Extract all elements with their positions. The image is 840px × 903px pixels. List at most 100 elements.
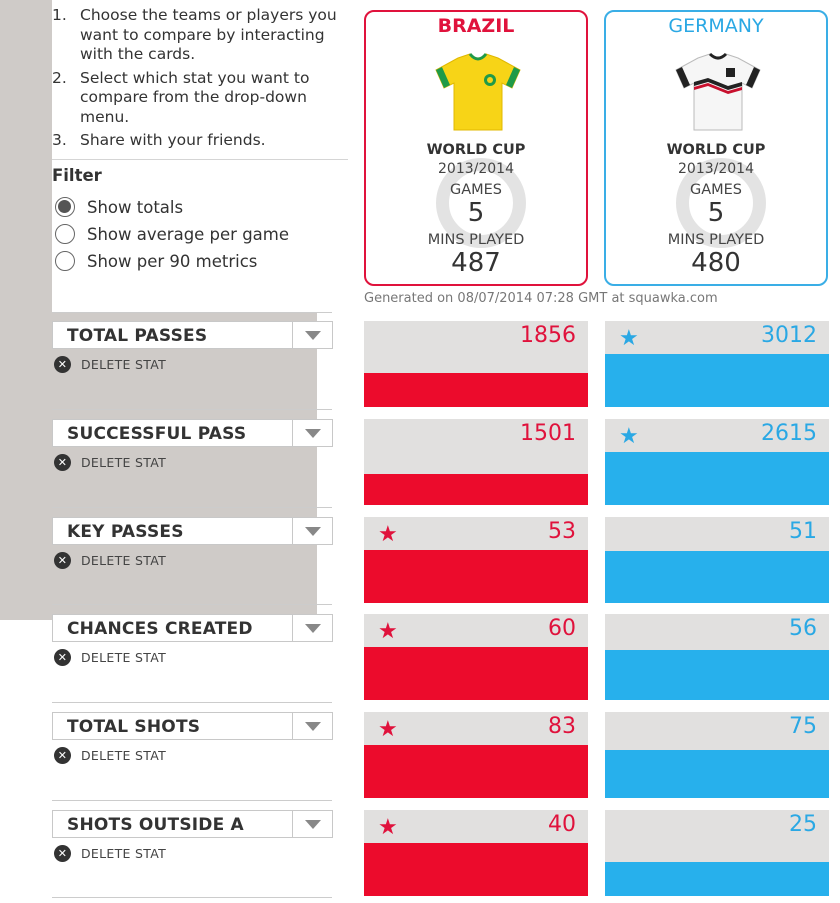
instruction-number: 3.: [52, 131, 67, 149]
delete-stat-button[interactable]: ✕ DELETE STAT: [54, 845, 166, 862]
brazil-stat-value: 60: [548, 616, 576, 641]
delete-stat-button[interactable]: ✕ DELETE STAT: [54, 552, 166, 569]
games-value: 5: [707, 198, 725, 228]
stat-select[interactable]: SUCCESSFUL PASS: [52, 419, 333, 447]
left-gray-strip: [0, 0, 52, 620]
team-name: BRAZIL: [437, 15, 515, 37]
row-divider: [52, 312, 332, 313]
season: 2013/2014: [678, 161, 754, 177]
competition: WORLD CUP: [426, 142, 526, 158]
brazil-stat-bar: ★ 60: [364, 614, 588, 700]
instruction-number: 1.: [52, 6, 67, 24]
filter-option-per90[interactable]: Show per 90 metrics: [55, 251, 257, 271]
delete-stat-button[interactable]: ✕ DELETE STAT: [54, 356, 166, 373]
chevron-down-icon[interactable]: [292, 420, 332, 446]
team-name: GERMANY: [668, 15, 764, 37]
team-card-germany[interactable]: GERMANY WORLD CUP 2013/2014 GAMES 5 MINS…: [604, 10, 828, 286]
mins-value: 487: [451, 248, 501, 278]
germany-bar-fill: [605, 353, 829, 407]
radio-per90[interactable]: [55, 251, 75, 271]
brazil-stat-bar: ★ 40: [364, 810, 588, 896]
mins-value: 480: [691, 248, 741, 278]
chevron-down-icon[interactable]: [292, 615, 332, 641]
delete-stat-label: DELETE STAT: [81, 748, 167, 763]
filter-title: Filter: [52, 166, 102, 185]
stat-select[interactable]: TOTAL PASSES: [52, 321, 333, 349]
filter-option-totals[interactable]: Show totals: [55, 197, 183, 217]
delete-stat-label: DELETE STAT: [81, 455, 167, 470]
delete-stat-button[interactable]: ✕ DELETE STAT: [54, 454, 166, 471]
stat-select-value: SHOTS OUTSIDE A: [67, 815, 244, 835]
stat-select[interactable]: KEY PASSES: [52, 517, 333, 545]
games-value: 5: [467, 198, 485, 228]
chevron-down-icon[interactable]: [292, 322, 332, 348]
germany-stat-bar: ★ 2615: [605, 419, 829, 505]
season: 2013/2014: [438, 161, 514, 177]
competition: WORLD CUP: [666, 142, 766, 158]
row-divider: [52, 604, 332, 605]
row-divider: [52, 507, 332, 508]
brazil-stat-bar: 1856: [364, 321, 588, 407]
germany-shirt-icon: [675, 52, 761, 131]
delete-stat-button[interactable]: ✕ DELETE STAT: [54, 649, 166, 666]
instruction-item: 1. Choose the teams or players you want t…: [52, 6, 348, 65]
germany-stat-value: 3012: [761, 323, 817, 348]
filter-option-average[interactable]: Show average per game: [55, 224, 289, 244]
filter-divider: [52, 159, 348, 160]
brazil-shirt-icon: [435, 53, 521, 131]
mins-label: MINS PLAYED: [667, 232, 765, 248]
star-icon: ★: [619, 326, 639, 351]
delete-stat-label: DELETE STAT: [81, 846, 167, 861]
stat-select-value: CHANCES CREATED: [67, 619, 253, 639]
brazil-bar-fill: [364, 474, 588, 505]
close-icon: ✕: [54, 454, 71, 471]
close-icon: ✕: [54, 845, 71, 862]
delete-stat-label: DELETE STAT: [81, 650, 167, 665]
filter-option-label: Show totals: [87, 197, 184, 217]
germany-bar-fill: [605, 551, 829, 603]
brazil-bar-fill: [364, 549, 588, 603]
delete-stat-label: DELETE STAT: [81, 357, 167, 372]
germany-stat-bar: ★ 3012: [605, 321, 829, 407]
chevron-down-icon[interactable]: [292, 811, 332, 837]
brazil-stat-value: 1501: [520, 421, 576, 446]
stat-select-value: SUCCESSFUL PASS: [67, 424, 247, 444]
stat-select[interactable]: SHOTS OUTSIDE A: [52, 810, 333, 838]
brazil-bar-fill: [364, 842, 588, 896]
stat-select[interactable]: TOTAL SHOTS: [52, 712, 333, 740]
brazil-stat-bar: 1501: [364, 419, 588, 505]
germany-stat-bar: 75: [605, 712, 829, 798]
row-divider: [52, 800, 332, 801]
stat-select[interactable]: CHANCES CREATED: [52, 614, 333, 642]
germany-stat-bar: 25: [605, 810, 829, 896]
delete-stat-label: DELETE STAT: [81, 553, 167, 568]
mins-label: MINS PLAYED: [427, 232, 525, 248]
close-icon: ✕: [54, 747, 71, 764]
brazil-bar-fill: [364, 744, 588, 798]
stat-panel-background: [52, 312, 317, 620]
chevron-down-icon[interactable]: [292, 713, 332, 739]
radio-totals[interactable]: [55, 197, 75, 217]
delete-stat-button[interactable]: ✕ DELETE STAT: [54, 747, 166, 764]
brazil-bar-fill: [364, 372, 588, 407]
instruction-text: Share with your friends.: [80, 131, 266, 149]
brazil-stat-bar: ★ 53: [364, 517, 588, 603]
germany-stat-value: 75: [789, 714, 817, 739]
games-label: GAMES: [449, 182, 503, 198]
brazil-bar-fill: [364, 646, 588, 700]
close-icon: ✕: [54, 649, 71, 666]
germany-bar-fill: [605, 650, 829, 700]
brazil-stat-value: 53: [548, 519, 576, 544]
team-card-brazil[interactable]: BRAZIL WORLD CUP 2013/2014 GAMES 5 MINS …: [364, 10, 588, 286]
germany-bar-fill: [605, 862, 829, 896]
close-icon: ✕: [54, 552, 71, 569]
germany-stat-value: 56: [789, 616, 817, 641]
stat-select-value: TOTAL PASSES: [67, 326, 208, 346]
radio-average[interactable]: [55, 224, 75, 244]
stat-select-value: KEY PASSES: [67, 522, 184, 542]
germany-bar-fill: [605, 749, 829, 798]
chevron-down-icon[interactable]: [292, 518, 332, 544]
star-icon: ★: [619, 424, 639, 449]
germany-stat-value: 2615: [761, 421, 817, 446]
germany-bar-fill: [605, 451, 829, 505]
